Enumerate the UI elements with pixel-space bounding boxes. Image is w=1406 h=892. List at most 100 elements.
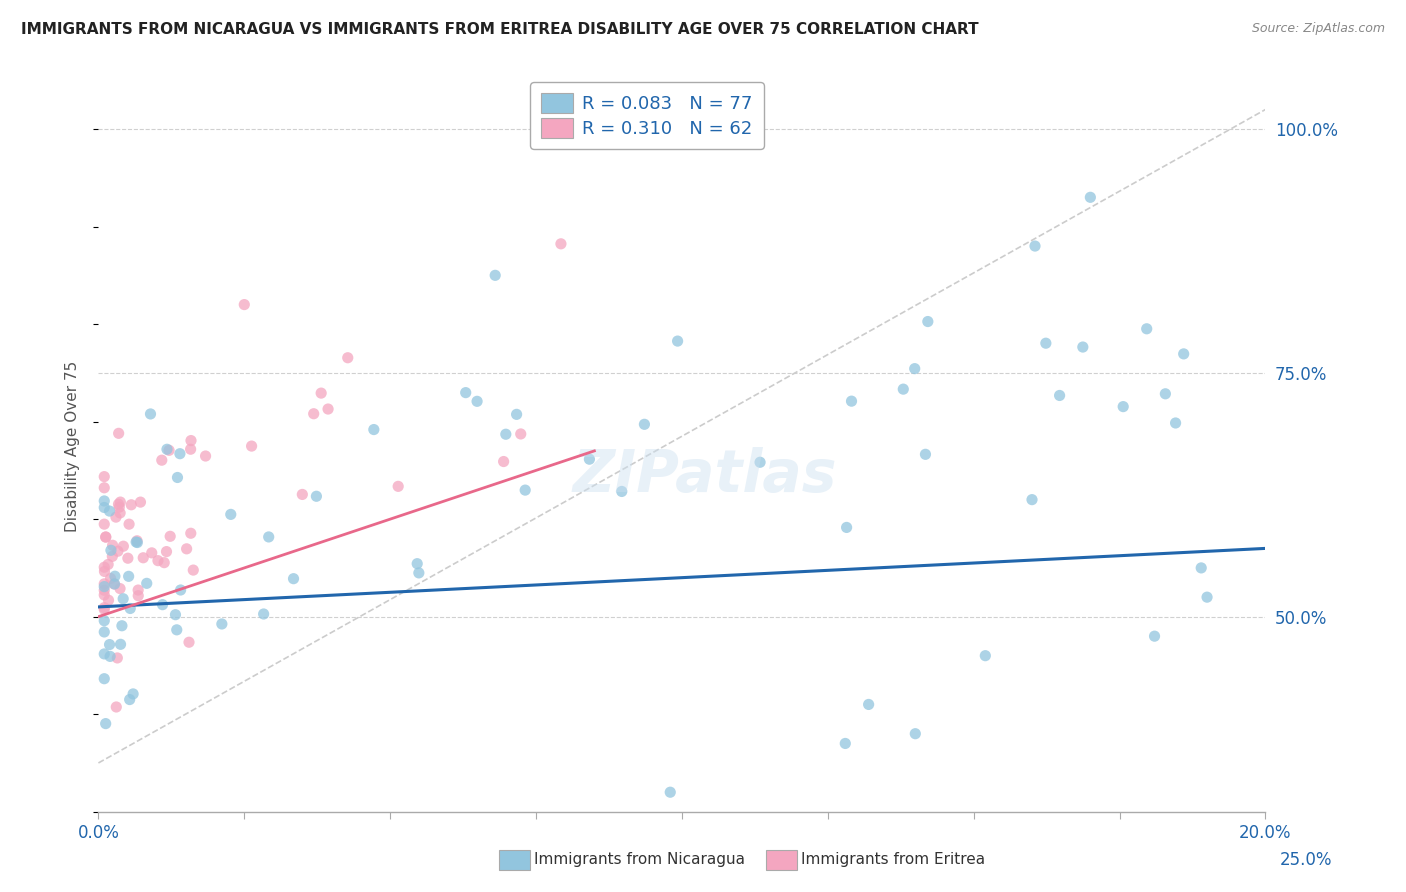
Point [166, 623, 188, 637]
Point [127, 535, 149, 549]
Point [155, 544, 177, 558]
Point [578, 452, 600, 467]
Point [169, 447, 191, 461]
Point [117, 569, 139, 583]
Point [107, 426, 129, 441]
Point [257, 530, 280, 544]
Point [610, 484, 633, 499]
Point [93, 647, 115, 661]
Point [135, 576, 157, 591]
Point [98, 649, 121, 664]
Point [97, 593, 120, 607]
Point [104, 569, 127, 583]
Point [659, 785, 682, 799]
Point [101, 549, 124, 564]
Point [139, 407, 162, 421]
Point [93, 614, 115, 628]
Point [93, 602, 115, 616]
Point [93, 494, 115, 508]
Point [835, 520, 858, 534]
Point [495, 427, 517, 442]
Point [219, 508, 242, 522]
Point [122, 687, 145, 701]
Point [159, 529, 181, 543]
Point [98, 638, 121, 652]
Point [93, 672, 115, 686]
Point [841, 394, 863, 409]
Point [891, 382, 914, 396]
Point [749, 455, 772, 469]
Point [515, 483, 537, 497]
Point [387, 479, 409, 493]
Point [127, 589, 149, 603]
Point [169, 582, 191, 597]
Point [1024, 239, 1046, 253]
Point [103, 577, 125, 591]
Point [112, 591, 135, 606]
Point [363, 423, 385, 437]
Point [93, 624, 115, 639]
Point [101, 538, 124, 552]
Point [194, 449, 217, 463]
Point [917, 314, 939, 328]
Point [166, 470, 188, 484]
Point [291, 487, 314, 501]
Point [94, 530, 117, 544]
Point [858, 698, 880, 712]
Point [103, 577, 125, 591]
Point [1035, 336, 1057, 351]
Point [118, 692, 141, 706]
Point [1080, 190, 1102, 204]
Text: Source: ZipAtlas.com: Source: ZipAtlas.com [1251, 22, 1385, 36]
Point [240, 439, 263, 453]
Point [156, 442, 179, 457]
Point [125, 533, 148, 548]
Point [120, 498, 142, 512]
Point [211, 617, 233, 632]
Point [305, 489, 328, 503]
Point [107, 544, 129, 558]
Point [93, 500, 115, 515]
Point [93, 565, 115, 579]
Point [93, 560, 115, 574]
Point [100, 571, 122, 585]
Point [146, 554, 169, 568]
Point [111, 619, 134, 633]
Point [904, 727, 927, 741]
Point [93, 481, 115, 495]
Point [465, 394, 488, 409]
Point [408, 566, 430, 580]
Point [132, 550, 155, 565]
Point [97, 558, 120, 572]
Point [1143, 629, 1166, 643]
Point [129, 495, 152, 509]
Point [118, 517, 141, 532]
Point [110, 637, 132, 651]
Point [104, 510, 127, 524]
Point [666, 334, 689, 348]
Point [505, 408, 527, 422]
Text: 25.0%: 25.0% [1279, 852, 1331, 870]
Point [108, 500, 131, 515]
Point [93, 583, 115, 598]
Point [108, 506, 131, 520]
Point [105, 700, 128, 714]
Point [1173, 347, 1195, 361]
Point [153, 556, 176, 570]
Point [180, 442, 202, 457]
Point [406, 557, 429, 571]
Point [112, 539, 135, 553]
Point [93, 600, 115, 615]
Text: ZIPatlas: ZIPatlas [574, 447, 838, 504]
Point [484, 268, 506, 283]
Text: IMMIGRANTS FROM NICARAGUA VS IMMIGRANTS FROM ERITREA DISABILITY AGE OVER 75 CORR: IMMIGRANTS FROM NICARAGUA VS IMMIGRANTS … [21, 22, 979, 37]
Point [1021, 492, 1043, 507]
Point [1071, 340, 1094, 354]
Point [110, 495, 132, 509]
Point [834, 736, 856, 750]
Point [93, 517, 115, 532]
Point [93, 469, 115, 483]
Point [180, 526, 202, 541]
Point [120, 601, 142, 615]
Text: Immigrants from Eritrea: Immigrants from Eritrea [801, 853, 986, 867]
